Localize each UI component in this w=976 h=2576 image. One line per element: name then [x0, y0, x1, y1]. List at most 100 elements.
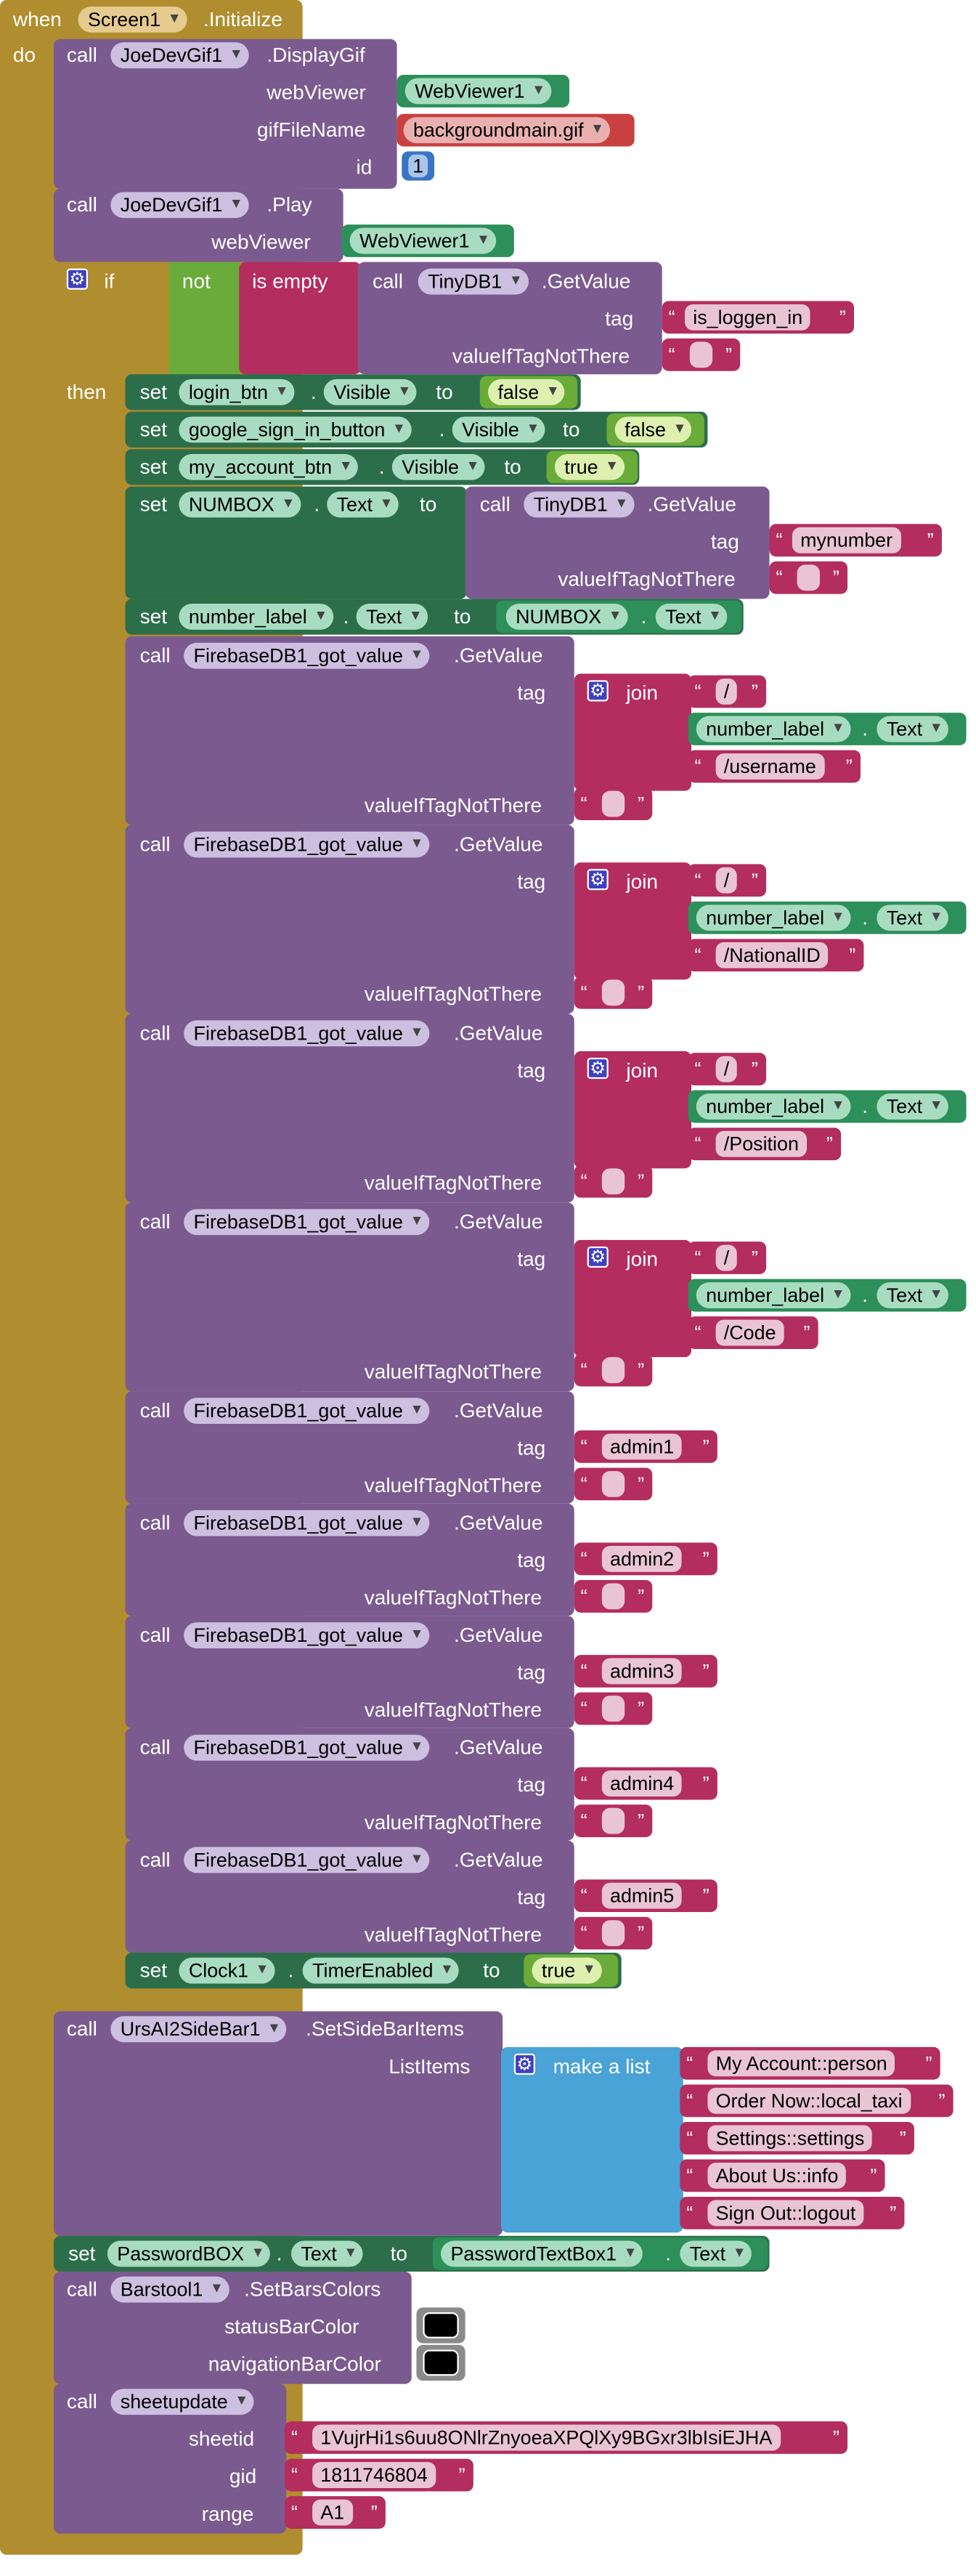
slash-text-block[interactable]: “ / ” — [688, 1053, 767, 1086]
text-property-dropdown[interactable]: Text — [327, 491, 399, 518]
text-property-dropdown[interactable]: Text — [290, 2240, 363, 2267]
slash-text[interactable]: / — [715, 1056, 738, 1082]
login-btn-dropdown[interactable]: login_btn — [179, 378, 294, 405]
list-item-text[interactable]: Sign Out::logout — [707, 2200, 864, 2227]
false-value-dropdown[interactable]: false — [614, 416, 692, 443]
list-item-text-block[interactable]: “ Sign Out::logout ” — [680, 2197, 905, 2229]
list-item-text-block[interactable]: “ About Us::info ” — [680, 2159, 885, 2192]
empty-text-value[interactable] — [601, 979, 625, 1006]
empty-text-block[interactable]: “” — [769, 561, 848, 594]
sheetupdate-procedure-dropdown[interactable]: sheetupdate — [110, 2389, 254, 2415]
empty-text-block[interactable]: “” — [574, 1916, 653, 1950]
clock1-dropdown[interactable]: Clock1 — [179, 1957, 274, 1984]
text-property-dropdown[interactable]: Text — [877, 1282, 948, 1308]
passwordbox-dropdown[interactable]: PasswordBOX — [107, 2240, 270, 2267]
range-text-block[interactable]: “ A1 ” — [285, 2496, 386, 2529]
admin-tag-text[interactable]: admin4 — [601, 1770, 683, 1797]
firebase-component-dropdown[interactable]: FirebaseDB1_got_value — [184, 1847, 429, 1874]
path-text[interactable]: /username — [715, 753, 825, 779]
firebase-component-dropdown[interactable]: FirebaseDB1_got_value — [184, 831, 429, 858]
webviewer1-dropdown[interactable]: WebViewer1 — [404, 78, 551, 105]
numbox-dropdown[interactable]: NUMBOX — [179, 491, 301, 518]
firebase-component-dropdown[interactable]: FirebaseDB1_got_value — [184, 1510, 429, 1536]
sheetid-text-block[interactable]: “ 1VujrHi1s6uu8ONlrZnyoeaXPQlXy9BGxr3lbIs… — [285, 2421, 848, 2454]
admin-tag-text[interactable]: admin5 — [601, 1882, 683, 1909]
false-value-dropdown[interactable]: false — [488, 378, 566, 405]
sheetid-text[interactable]: 1VujrHi1s6uu8ONlrZnyoeaXPQlXy9BGxr3lbIsi… — [312, 2424, 781, 2451]
true-value-dropdown[interactable]: true — [532, 1957, 602, 1984]
true-value-dropdown[interactable]: true — [554, 453, 625, 480]
text-property-dropdown[interactable]: Text — [655, 604, 728, 630]
admin-tag-text[interactable]: admin1 — [601, 1433, 683, 1460]
empty-text-value[interactable] — [601, 1583, 625, 1610]
admin-tag-text[interactable]: admin2 — [601, 1546, 683, 1572]
path-text-block[interactable]: “ /Code ” — [688, 1316, 818, 1349]
firebase-component-dropdown[interactable]: FirebaseDB1_got_value — [184, 642, 429, 669]
text-property-dropdown[interactable]: Text — [877, 1093, 948, 1120]
tinydb1-dropdown[interactable]: TinyDB1 — [418, 268, 529, 295]
path-text[interactable]: /NationalID — [715, 941, 829, 968]
slash-text[interactable]: / — [715, 679, 738, 705]
google-sign-in-button-dropdown[interactable]: google_sign_in_button — [179, 416, 412, 443]
black-color-swatch[interactable] — [423, 2312, 459, 2338]
mutator-gear-icon[interactable]: ⚙ — [66, 268, 88, 290]
slash-text-block[interactable]: “ / ” — [688, 1242, 767, 1274]
gid-text-block[interactable]: “ 1811746804 ” — [285, 2458, 473, 2492]
path-text[interactable]: /Position — [715, 1130, 808, 1157]
admin-text-block[interactable]: “ admin3 ” — [574, 1655, 717, 1688]
text-property-dropdown[interactable]: Text — [877, 904, 948, 931]
is-empty-text-block[interactable] — [239, 262, 362, 375]
my-account-btn-dropdown[interactable]: my_account_btn — [179, 453, 358, 480]
tinydb1-dropdown[interactable]: TinyDB1 — [524, 491, 634, 518]
not-logic-block[interactable] — [168, 262, 243, 375]
empty-text-block[interactable]: “” — [574, 1467, 653, 1501]
path-text-block[interactable]: “ /Position ” — [688, 1127, 842, 1161]
make-a-list-block[interactable] — [500, 2046, 683, 2233]
admin-text-block[interactable]: “ admin4 ” — [574, 1767, 717, 1800]
text-string-block[interactable]: “ mynumber ” — [769, 524, 942, 557]
list-item-text[interactable]: Order Now::local_taxi — [707, 2087, 911, 2114]
joedevgif-component-dropdown[interactable]: JoeDevGif1 — [110, 42, 249, 69]
navigation-bar-color-block[interactable] — [416, 2344, 465, 2381]
empty-text-block[interactable]: “” — [662, 338, 741, 371]
slash-text-block[interactable]: “ / ” — [688, 675, 767, 708]
mutator-gear-icon[interactable]: ⚙ — [587, 1058, 609, 1080]
empty-text-value[interactable] — [601, 1696, 625, 1722]
barstool1-dropdown[interactable]: Barstool1 — [110, 2276, 229, 2303]
firebase-component-dropdown[interactable]: FirebaseDB1_got_value — [184, 1734, 429, 1761]
firebase-component-dropdown[interactable]: FirebaseDB1_got_value — [184, 1622, 429, 1649]
visible-property-dropdown[interactable]: Visible — [323, 378, 417, 405]
path-text-block[interactable]: “ /NationalID ” — [688, 939, 864, 972]
empty-text-block[interactable]: “” — [574, 1165, 653, 1198]
admin-text-block[interactable]: “ admin1 ” — [574, 1430, 717, 1463]
empty-text-block[interactable]: “” — [574, 1353, 653, 1387]
id-number-value[interactable]: 1 — [408, 154, 428, 178]
empty-text-value[interactable] — [601, 1807, 625, 1834]
number-label-dropdown[interactable]: number_label — [696, 716, 850, 742]
passwordtextbox1-dropdown[interactable]: PasswordTextBox1 — [441, 2240, 643, 2267]
empty-text-block[interactable]: “” — [574, 976, 653, 1009]
number-label-dropdown[interactable]: number_label — [179, 604, 333, 630]
text-property-dropdown[interactable]: Text — [356, 604, 428, 630]
empty-text-value[interactable] — [797, 564, 820, 591]
empty-text-value[interactable] — [601, 1357, 625, 1383]
mutator-gear-icon[interactable]: ⚙ — [587, 1246, 609, 1268]
visible-property-dropdown[interactable]: Visible — [452, 416, 545, 443]
firebase-component-dropdown[interactable]: FirebaseDB1_got_value — [184, 1398, 429, 1424]
number-label-dropdown[interactable]: number_label — [696, 1282, 850, 1308]
status-bar-color-block[interactable] — [416, 2307, 465, 2344]
text-property-dropdown[interactable]: Text — [877, 716, 948, 742]
admin-text-block[interactable]: “ admin2 ” — [574, 1542, 717, 1576]
admin-text-block[interactable]: “ admin5 ” — [574, 1879, 717, 1912]
is-loggen-in-text[interactable]: is_loggen_in — [685, 304, 811, 331]
list-item-text[interactable]: Settings::settings — [707, 2125, 873, 2152]
mutator-gear-icon[interactable]: ⚙ — [587, 869, 609, 891]
number-label-dropdown[interactable]: number_label — [696, 1093, 850, 1120]
path-text[interactable]: /Code — [715, 1319, 784, 1346]
gid-text[interactable]: 1811746804 — [312, 2462, 436, 2488]
webviewer1-dropdown[interactable]: WebViewer1 — [349, 227, 496, 254]
mynumber-text[interactable]: mynumber — [792, 527, 901, 554]
empty-text-value[interactable] — [601, 790, 625, 817]
empty-text-block[interactable]: “” — [574, 1580, 653, 1613]
